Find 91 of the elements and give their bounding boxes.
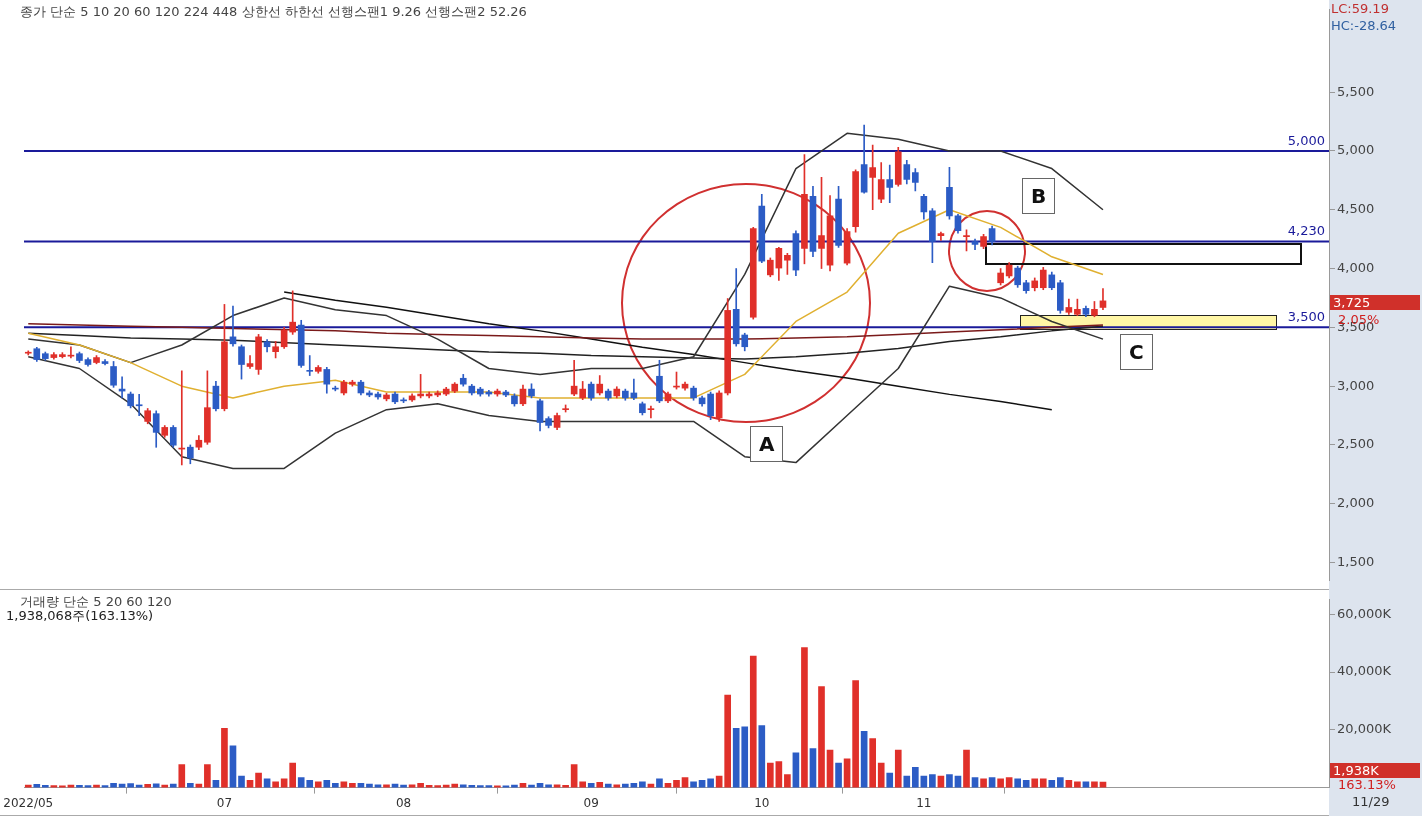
candlestick — [306, 355, 314, 376]
bar — [707, 778, 714, 788]
bar — [946, 774, 953, 788]
chart-subtitle: 종가 단순 5 10 20 60 120 224 448 상한선 하한선 선행스팬1 9.26 선행스팬2 52.26 — [20, 3, 527, 21]
bar — [587, 782, 595, 788]
annotation: 1,938,068주(163.13%) — [6, 608, 154, 625]
y-tick-label: 5,000 — [1337, 142, 1375, 158]
bar — [673, 780, 680, 788]
y-tick-label: 2,500 — [1337, 436, 1375, 452]
bar — [903, 775, 911, 788]
bar — [178, 764, 186, 788]
x-tick-label: 09 — [583, 795, 599, 810]
bar — [835, 762, 842, 788]
bar — [749, 655, 757, 788]
bar — [784, 774, 791, 788]
bar — [229, 745, 237, 788]
bar — [1031, 778, 1039, 788]
bar — [272, 781, 279, 788]
x-tick-label: 2022/05 — [3, 795, 54, 810]
bar — [596, 782, 604, 788]
bar — [1048, 780, 1056, 788]
y-tick-label: 5,500 — [1337, 83, 1375, 99]
y-tick-label: 4,500 — [1337, 201, 1375, 217]
bar — [877, 762, 885, 788]
bar — [894, 749, 902, 788]
bar — [886, 772, 894, 788]
bar — [1091, 781, 1098, 788]
bar — [383, 784, 390, 788]
bar — [221, 728, 228, 788]
annotation: C — [1120, 334, 1153, 370]
text: 1,938K — [1330, 763, 1420, 778]
x-tick-label: 07 — [216, 795, 233, 810]
candlestick — [24, 350, 32, 356]
bar — [980, 778, 987, 788]
text: LC:59.19 — [1331, 1, 1389, 16]
bar — [238, 775, 245, 788]
x-tick-label: 08 — [395, 795, 412, 810]
bar — [127, 783, 134, 788]
bar — [656, 778, 663, 788]
bar — [323, 780, 331, 788]
bar — [963, 749, 970, 788]
bar — [852, 680, 859, 788]
y-tick-label: 3,000 — [1337, 377, 1375, 393]
y-tick-label: 2,000 — [1337, 495, 1375, 511]
bar — [1014, 778, 1022, 788]
text: 3,725 — [1330, 295, 1420, 310]
x-tick-label: 10 — [754, 795, 770, 810]
y-tick-label: 4,000 — [1337, 259, 1375, 275]
bar — [818, 686, 825, 788]
bar — [690, 781, 697, 788]
bar — [255, 772, 262, 788]
bar — [110, 782, 117, 788]
bar — [639, 781, 646, 788]
bar — [758, 725, 766, 788]
ref-line-label: 5,000 — [1287, 132, 1325, 148]
bar — [911, 767, 919, 788]
bar — [724, 694, 732, 788]
bar — [766, 762, 774, 788]
bar — [613, 784, 621, 788]
bar — [1039, 778, 1047, 788]
y-tick-label: 20,000K — [1337, 721, 1392, 737]
bar — [204, 764, 211, 788]
bar — [186, 782, 194, 788]
bar — [801, 647, 808, 788]
bar — [33, 784, 41, 788]
bar — [289, 762, 297, 788]
bar — [417, 782, 424, 788]
ref-line-label: 3,500 — [1287, 309, 1325, 325]
bar — [545, 784, 552, 788]
x-tick-label: 11 — [916, 795, 932, 810]
text: 11/29 — [1352, 794, 1390, 809]
bar — [331, 782, 339, 788]
y-tick-label: 60,000K — [1337, 605, 1392, 621]
bar — [869, 738, 877, 788]
bar — [314, 781, 322, 788]
bar — [349, 782, 356, 788]
bar — [1074, 781, 1081, 788]
y-tick-label: 40,000K — [1337, 663, 1392, 679]
annotation: A — [750, 426, 784, 462]
chart-subtitle: 거래량 단순 5 20 60 120 — [20, 593, 172, 610]
bar — [144, 784, 152, 788]
y-tick-label: 1,500 — [1337, 553, 1375, 569]
bar — [579, 781, 587, 788]
text: 163.13% — [1338, 777, 1396, 792]
annotation: B — [1022, 178, 1056, 214]
ref-line-label: 4,230 — [1287, 223, 1325, 239]
text: HC:-28.64 — [1331, 18, 1397, 33]
bar — [1022, 780, 1030, 788]
bar — [997, 778, 1004, 788]
bar — [1056, 777, 1064, 788]
bar — [929, 774, 936, 788]
